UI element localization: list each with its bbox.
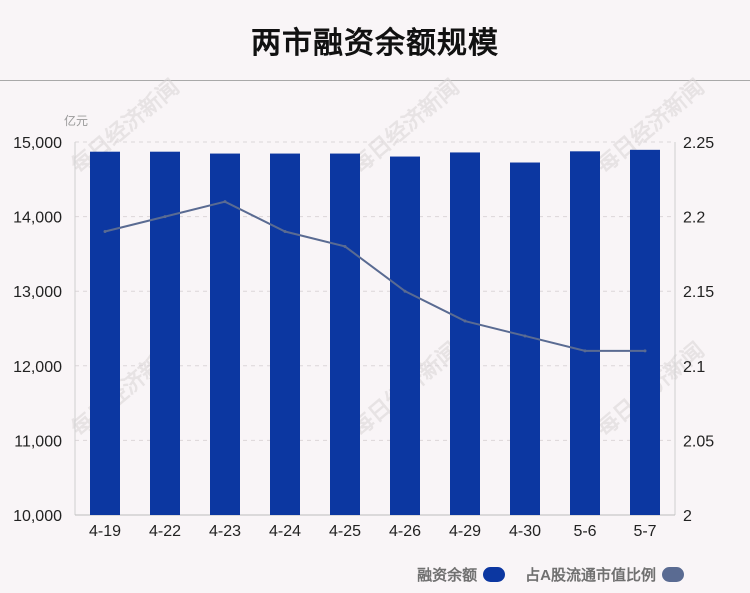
left-axis-ticks: 10,000 11,000 12,000 13,000 14,000 15,000 (13, 135, 62, 525)
legend-label-balance: 融资余额 (417, 566, 478, 584)
ratio-line (104, 200, 645, 352)
ratio-point-4-29 (463, 319, 467, 323)
chart-title: 两市融资余额规模 (251, 27, 499, 60)
x-tick-label: 4-26 (389, 523, 421, 540)
legend: 融资余额 占A股流通市值比例 (417, 563, 684, 585)
left-axis-unit-label: 亿元 (64, 113, 88, 128)
bar-4-22 (150, 151, 180, 515)
ratio-point-4-30 (523, 334, 527, 338)
ratio-point-5-7 (643, 349, 647, 353)
right-tick-label: 2.15 (683, 284, 714, 301)
ratio-point-4-24 (283, 230, 287, 234)
x-tick-label: 4-30 (509, 523, 541, 540)
legend-swatch-ratio (662, 566, 684, 582)
bar-5-6 (570, 151, 600, 515)
legend-label-ratio: 占A股流通市值比例 (525, 566, 656, 584)
x-axis-ticks: 4-19 4-22 4-23 4-24 4-25 4-26 4-29 4-30 5-6 5-7 (89, 523, 657, 540)
bar-4-23 (210, 153, 240, 516)
ratio-point-4-19 (103, 230, 107, 234)
bar-4-19 (90, 151, 120, 515)
left-tick-label: 12,000 (13, 359, 62, 376)
left-tick-label: 14,000 (13, 210, 62, 227)
bar-4-26 (390, 156, 420, 515)
left-tick-label: 10,000 (13, 508, 62, 525)
x-tick-label: 4-23 (209, 523, 241, 540)
x-tick-label: 4-29 (449, 523, 481, 540)
bar-4-24 (270, 153, 300, 516)
legend-item-ratio: 占A股流通市值比例 (525, 564, 684, 585)
ratio-point-4-25 (343, 244, 347, 248)
bar-series (90, 149, 660, 516)
title-divider (0, 80, 750, 81)
left-tick-label: 15,000 (13, 135, 62, 152)
right-tick-label: 2.25 (683, 135, 714, 152)
right-axis-ticks: 2 2.05 2.1 2.15 2.2 2.25 (683, 135, 714, 525)
right-tick-label: 2.05 (683, 433, 714, 450)
x-tick-label: 4-19 (89, 523, 121, 540)
bar-4-29 (450, 152, 480, 515)
right-tick-label: 2.2 (683, 210, 705, 227)
x-tick-label: 4-22 (149, 523, 181, 540)
left-tick-label: 13,000 (13, 284, 62, 301)
left-tick-label: 11,000 (14, 433, 62, 450)
right-tick-label: 2 (683, 508, 692, 525)
legend-swatch-balance (483, 566, 506, 582)
x-tick-label: 5-6 (573, 523, 596, 540)
x-tick-label: 4-25 (329, 523, 361, 540)
bar-5-7 (630, 149, 660, 515)
ratio-point-4-23 (223, 200, 227, 204)
ratio-point-5-6 (583, 349, 587, 353)
legend-item-balance: 融资余额 (417, 564, 506, 585)
x-tick-label: 4-24 (269, 523, 301, 540)
ratio-point-4-22 (163, 215, 167, 219)
line-series (103, 200, 647, 353)
right-tick-label: 2.1 (683, 359, 705, 376)
x-tick-label: 5-7 (633, 523, 656, 540)
ratio-point-4-26 (403, 289, 407, 293)
bar-4-25 (330, 153, 360, 516)
